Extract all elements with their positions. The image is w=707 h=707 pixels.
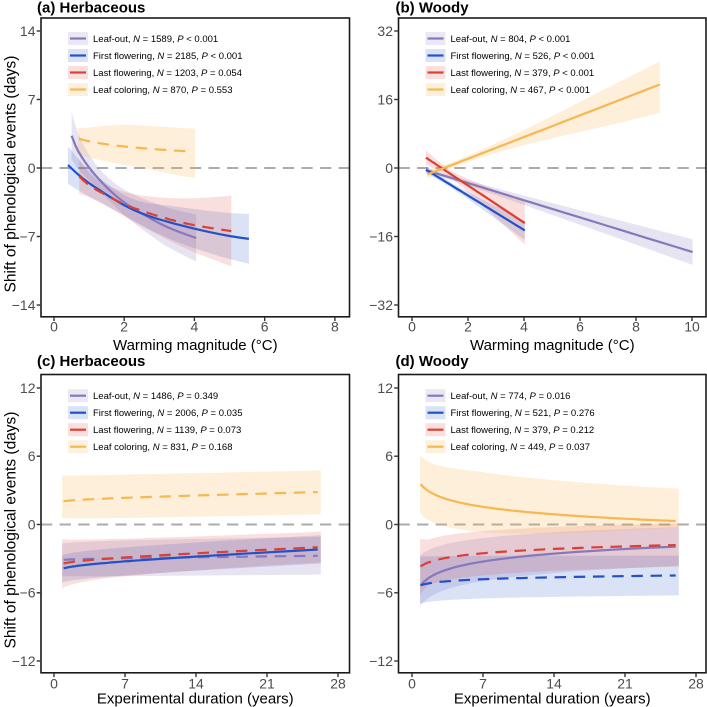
svg-text:(a) Herbaceous: (a) Herbaceous [37, 0, 145, 17]
svg-text:Warming magnitude (°C): Warming magnitude (°C) [470, 337, 635, 354]
svg-text:14: 14 [546, 676, 562, 692]
svg-text:−12: −12 [12, 653, 36, 669]
svg-text:−12: −12 [369, 653, 393, 669]
svg-text:16: 16 [377, 91, 393, 107]
svg-text:2: 2 [120, 319, 128, 335]
svg-text:28: 28 [330, 676, 346, 692]
svg-text:6: 6 [385, 448, 393, 464]
svg-text:21: 21 [617, 676, 633, 692]
svg-text:Shift of phenological events (: Shift of phenological events (days) [3, 56, 20, 293]
svg-text:First flowering, N = 521, P =: First flowering, N = 521, P = 0.276 [451, 408, 595, 419]
svg-text:0: 0 [385, 160, 393, 176]
svg-text:0: 0 [28, 160, 36, 176]
svg-text:Leaf coloring, N = 467, P < 0.: Leaf coloring, N = 467, P < 0.001 [451, 85, 590, 96]
svg-text:2: 2 [464, 319, 472, 335]
svg-text:7: 7 [28, 91, 36, 107]
svg-text:6: 6 [576, 319, 584, 335]
svg-text:4: 4 [520, 319, 528, 335]
svg-text:0: 0 [408, 319, 416, 335]
svg-text:32: 32 [377, 23, 393, 39]
svg-text:−14: −14 [12, 297, 36, 313]
svg-text:12: 12 [20, 380, 36, 396]
svg-text:First flowering, N = 2006, P =: First flowering, N = 2006, P = 0.035 [93, 408, 242, 419]
svg-text:First flowering, N = 2185, P <: First flowering, N = 2185, P < 0.001 [93, 51, 242, 62]
svg-text:Leaf-out, N = 1486, P = 0.349: Leaf-out, N = 1486, P = 0.349 [93, 391, 218, 402]
svg-text:7: 7 [121, 676, 129, 692]
svg-text:Warming magnitude (°C): Warming magnitude (°C) [113, 337, 278, 354]
svg-text:14: 14 [20, 23, 36, 39]
svg-text:8: 8 [331, 319, 339, 335]
svg-text:0: 0 [28, 516, 36, 532]
svg-text:0: 0 [385, 516, 393, 532]
svg-text:0: 0 [408, 676, 416, 692]
svg-text:4: 4 [191, 319, 199, 335]
svg-text:(b) Woody: (b) Woody [396, 0, 470, 17]
svg-text:12: 12 [377, 380, 393, 396]
svg-text:−16: −16 [369, 228, 393, 244]
svg-text:−6: −6 [377, 585, 393, 601]
svg-text:7: 7 [479, 676, 487, 692]
svg-text:Last flowering, N = 1203, P =: Last flowering, N = 1203, P = 0.054 [93, 68, 242, 79]
svg-text:(d) Woody: (d) Woody [396, 353, 470, 370]
svg-text:10: 10 [684, 319, 700, 335]
svg-text:21: 21 [259, 676, 275, 692]
svg-text:6: 6 [261, 319, 269, 335]
svg-text:Leaf coloring, N = 831, P = 0.: Leaf coloring, N = 831, P = 0.168 [93, 442, 232, 453]
svg-text:Shift of phenological events (: Shift of phenological events (days) [3, 412, 20, 649]
svg-text:Last flowering, N = 379, P = 0: Last flowering, N = 379, P = 0.212 [451, 425, 595, 436]
svg-text:Leaf-out, N = 1589, P < 0.001: Leaf-out, N = 1589, P < 0.001 [93, 34, 218, 45]
svg-text:Leaf-out, N = 774, P = 0.016: Leaf-out, N = 774, P = 0.016 [451, 391, 571, 402]
svg-text:Last flowering, N = 1139, P =: Last flowering, N = 1139, P = 0.073 [93, 425, 241, 436]
svg-text:8: 8 [632, 319, 640, 335]
svg-text:28: 28 [688, 676, 704, 692]
svg-text:Leaf-out, N = 804, P < 0.001: Leaf-out, N = 804, P < 0.001 [451, 34, 571, 45]
svg-text:−6: −6 [20, 585, 36, 601]
svg-text:Leaf coloring, N = 870, P = 0.: Leaf coloring, N = 870, P = 0.553 [93, 85, 232, 96]
svg-text:Experimental duration (years): Experimental duration (years) [454, 691, 651, 707]
svg-text:−32: −32 [369, 297, 393, 313]
svg-text:14: 14 [188, 676, 204, 692]
svg-text:Leaf coloring, N = 449, P = 0.: Leaf coloring, N = 449, P = 0.037 [451, 442, 590, 453]
svg-text:First flowering, N = 526, P <: First flowering, N = 526, P < 0.001 [451, 51, 595, 62]
svg-text:−7: −7 [20, 228, 36, 244]
svg-text:6: 6 [28, 448, 36, 464]
svg-text:0: 0 [50, 676, 58, 692]
svg-text:(c) Herbaceous: (c) Herbaceous [37, 353, 145, 370]
svg-text:0: 0 [50, 319, 58, 335]
svg-text:Last flowering, N = 379, P < 0: Last flowering, N = 379, P < 0.001 [451, 68, 595, 79]
svg-text:Experimental duration (years): Experimental duration (years) [97, 691, 294, 707]
